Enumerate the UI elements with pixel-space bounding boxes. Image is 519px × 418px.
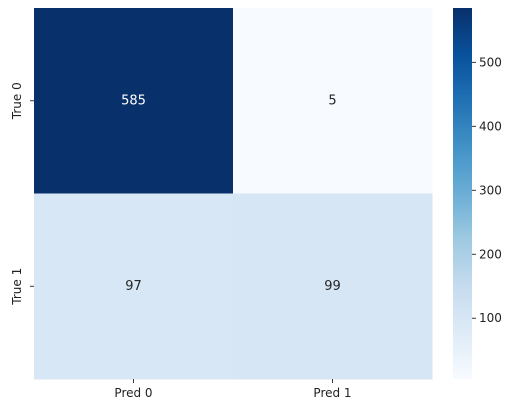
x-tick-label: Pred 0 <box>114 386 152 400</box>
x-axis: Pred 0 Pred 1 <box>114 379 352 400</box>
cell-value-label: 5 <box>328 93 336 108</box>
colorbar: 100 200 300 400 500 <box>453 8 502 379</box>
colorbar-tick-label: 500 <box>479 55 502 69</box>
heatmap-cell <box>34 193 234 380</box>
cell-value-label: 99 <box>324 279 341 294</box>
y-axis: True 0 True 1 <box>10 82 34 306</box>
colorbar-gradient <box>453 8 472 379</box>
y-tick-label: True 1 <box>10 268 24 306</box>
colorbar-tick-label: 100 <box>479 311 502 325</box>
colorbar-tick-label: 300 <box>479 183 502 197</box>
y-tick-label: True 0 <box>10 82 24 120</box>
cell-value-label: 97 <box>125 279 142 294</box>
heatmap-cell-labels: 585 5 97 99 <box>121 93 341 294</box>
cell-value-label: 585 <box>121 93 146 108</box>
heatmap-cell <box>233 193 433 380</box>
heatmap-cell <box>34 8 234 194</box>
colorbar-tick-label: 400 <box>479 119 502 133</box>
colorbar-tick-label: 200 <box>479 247 502 261</box>
heatmap-cell <box>233 8 433 194</box>
x-tick-label: Pred 1 <box>313 386 351 400</box>
heatmap-cells <box>34 8 433 380</box>
